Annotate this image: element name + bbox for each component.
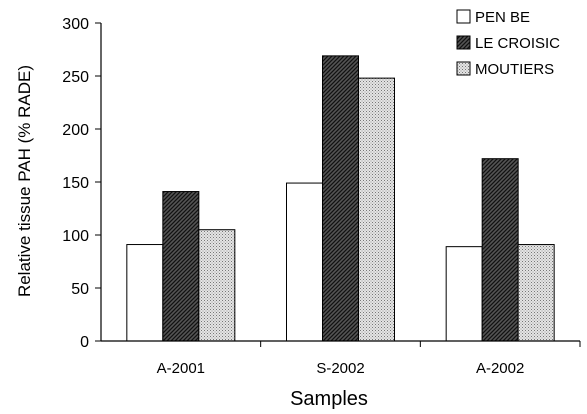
bar-le-croisic-a-2002 — [481, 158, 519, 342]
y-tick-label: 0 — [80, 334, 89, 351]
y-tick-label: 300 — [62, 16, 89, 33]
legend-label-le-croisic: LE CROISIC — [475, 35, 560, 52]
y-tick-label: 200 — [62, 122, 89, 139]
legend-label-moutiers: MOUTIERS — [475, 61, 554, 78]
x-tick-label: A-2001 — [157, 360, 205, 377]
x-tick-label: A-2002 — [476, 360, 524, 377]
legend-label-pen-be: PEN BE — [475, 9, 530, 26]
y-tick-label: 100 — [62, 228, 89, 245]
y-axis-label: Relative tissue PAH (% RADE) — [15, 65, 34, 297]
bar-le-croisic-s-2002 — [322, 55, 359, 342]
y-tick-label: 150 — [62, 175, 89, 192]
x-axis-label: Samples — [290, 388, 368, 410]
bars-group — [126, 55, 555, 342]
legend-swatch-le-croisic — [456, 35, 471, 50]
x-tick-label: S-2002 — [316, 360, 364, 377]
bar-le-croisic-a-2001 — [162, 191, 200, 342]
bar-pen-be-s-2002 — [286, 182, 323, 342]
legend-swatch-moutiers — [456, 61, 471, 76]
bar-pen-be-a-2002 — [445, 246, 483, 342]
y-tick-label: 50 — [71, 281, 89, 298]
legend: PEN BE LE CROISIC MOUTIERS — [456, 9, 560, 78]
bar-pen-be-a-2001 — [126, 244, 164, 342]
axes-group: A-2001 S-2002 A-2002 0 50 100 150 200 250 300 — [62, 16, 581, 377]
legend-swatch-pen-be — [456, 9, 471, 24]
bar-moutiers-a-2002 — [517, 244, 555, 342]
bar-moutiers-a-2001 — [198, 229, 236, 342]
bar-moutiers-s-2002 — [358, 77, 395, 342]
y-tick-label: 250 — [62, 69, 89, 86]
